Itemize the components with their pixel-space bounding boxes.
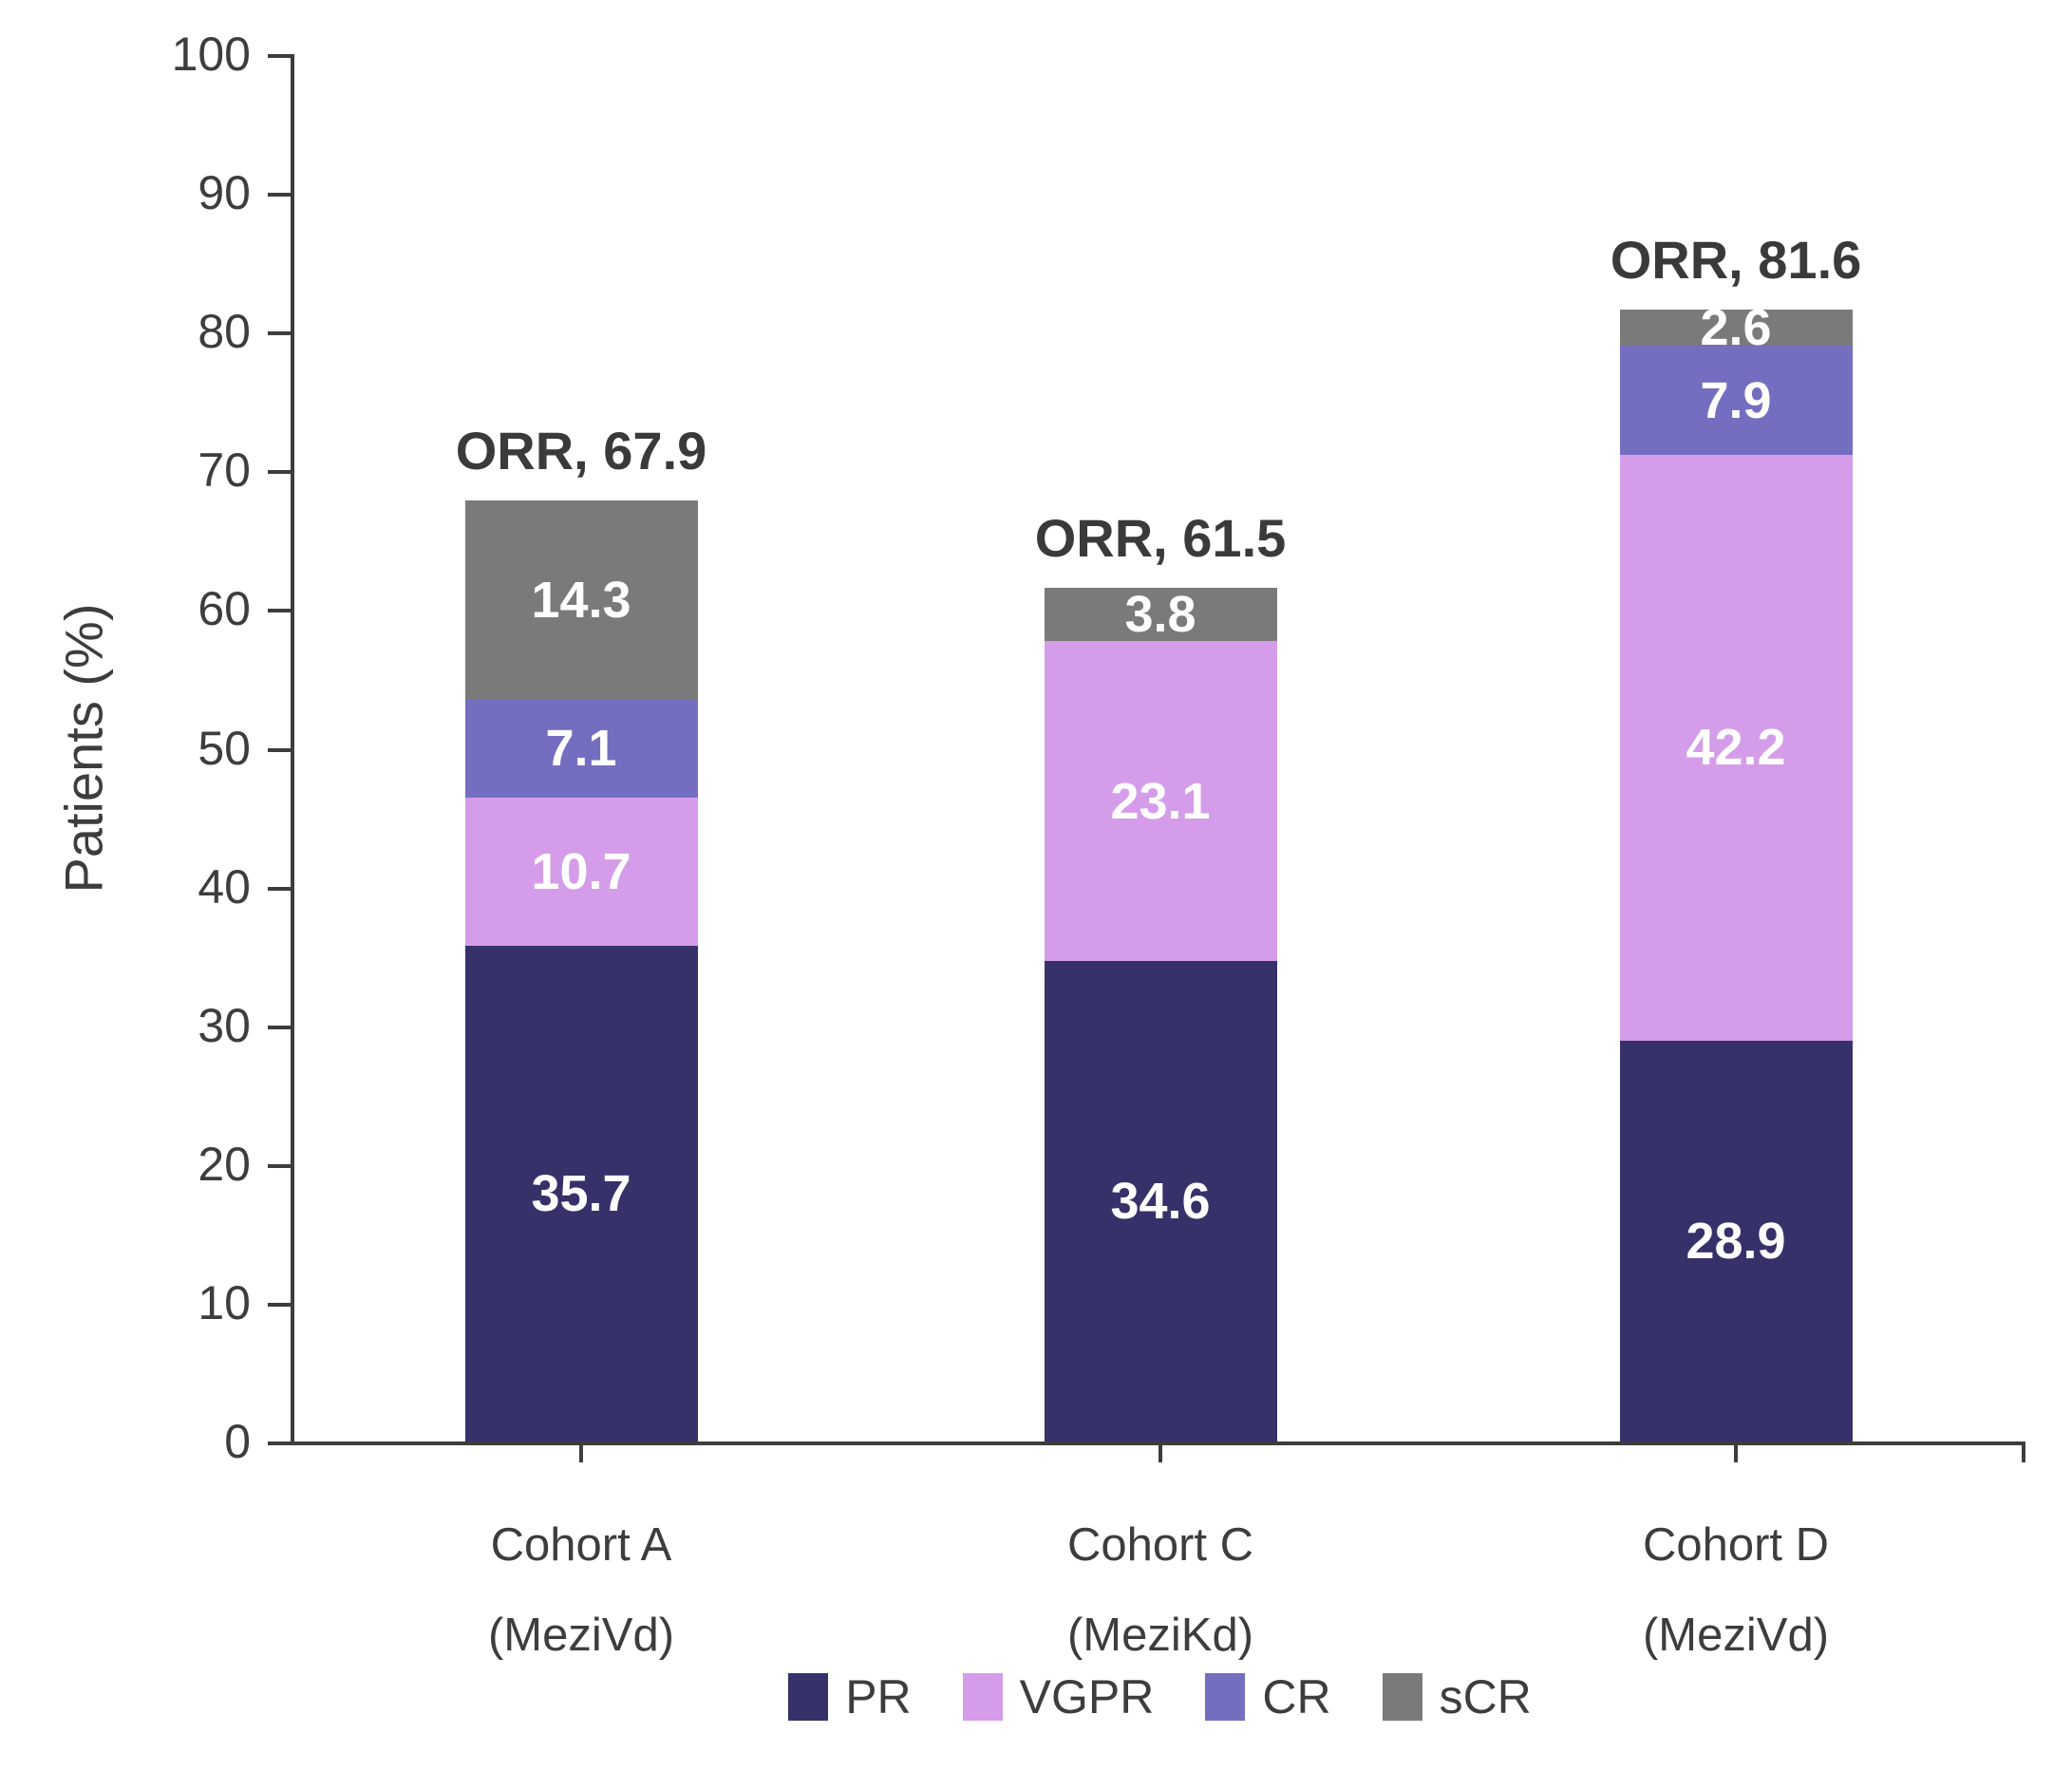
legend-item-pr: PR [788, 1670, 912, 1724]
bar-segment-cr: 7.1 [464, 699, 698, 799]
y-tick [268, 193, 291, 198]
category-sublabel: (MeziVd) [487, 1610, 675, 1661]
x-axis-line [291, 1441, 2025, 1445]
y-tick-label: 100 [171, 28, 251, 81]
x-tick [579, 1445, 583, 1462]
legend-item-cr: CR [1205, 1670, 1331, 1724]
category-name: Cohort C [1066, 1519, 1254, 1571]
legend-label: CR [1262, 1670, 1331, 1724]
category-sublabel: (MeziVd) [1642, 1610, 1830, 1661]
y-tick-label: 40 [198, 859, 251, 914]
orr-label: ORR, 81.6 [1610, 229, 1862, 290]
legend-label: sCR [1439, 1670, 1532, 1724]
category-sublabel: (MeziKd) [1066, 1610, 1254, 1661]
y-tick [268, 886, 291, 891]
legend-item-vgpr: VGPR [962, 1670, 1155, 1724]
y-tick-label: 70 [198, 443, 251, 498]
y-tick [268, 331, 291, 336]
bar-segment-vgpr: 10.7 [464, 798, 698, 947]
bar-segment-pr: 34.6 [1044, 961, 1277, 1441]
legend: PR VGPR CR sCR [294, 1664, 2025, 1730]
category-label: Cohort C (MeziKd) [866, 1500, 1455, 1681]
category-label: Cohort A (MeziVd) [287, 1500, 876, 1681]
x-tick [1158, 1445, 1162, 1462]
y-tick-label: 0 [224, 1415, 251, 1468]
legend-label: VGPR [1019, 1670, 1155, 1724]
y-tick [268, 54, 291, 58]
y-tick-label: 90 [198, 166, 251, 220]
segment-value-label: 34.6 [1110, 1173, 1211, 1231]
y-tick [268, 1302, 291, 1307]
legend-swatch-icon [962, 1673, 1003, 1721]
legend-swatch-icon [788, 1673, 829, 1721]
legend-swatch-icon [1205, 1673, 1246, 1721]
legend-swatch-icon [1382, 1673, 1422, 1721]
segment-value-label: 35.7 [531, 1165, 631, 1223]
bar-segment-scr: 14.3 [464, 500, 698, 700]
y-tick-label: 20 [198, 1137, 251, 1191]
orr-label: ORR, 61.5 [1034, 508, 1287, 569]
category-name: Cohort A [490, 1519, 672, 1571]
y-tick-label: 30 [198, 998, 251, 1052]
segment-value-label: 2.6 [1700, 298, 1772, 356]
bar-segment-pr: 35.7 [464, 946, 698, 1441]
bar-segment-cr: 7.9 [1619, 345, 1853, 456]
segment-value-label: 14.3 [531, 571, 631, 629]
legend-item-scr: sCR [1382, 1670, 1532, 1724]
bar-segment-scr: 3.8 [1044, 586, 1277, 644]
orr-label: ORR, 67.9 [455, 421, 707, 481]
y-tick-label: 50 [198, 721, 251, 775]
y-tick-label: 10 [198, 1275, 251, 1329]
bar-segment-vgpr: 23.1 [1044, 641, 1277, 962]
x-tick [2022, 1445, 2025, 1462]
y-tick [268, 1025, 291, 1029]
category-name: Cohort D [1642, 1519, 1830, 1571]
segment-value-label: 23.1 [1110, 772, 1211, 830]
y-tick [268, 609, 291, 613]
y-tick [268, 747, 291, 752]
bar-segment-pr: 28.9 [1619, 1040, 1853, 1441]
segment-value-label: 42.2 [1686, 719, 1786, 777]
bar-segment-scr: 2.6 [1619, 302, 1853, 353]
y-axis-line [291, 54, 294, 1445]
y-tick-label: 60 [198, 582, 251, 636]
segment-value-label: 10.7 [531, 843, 631, 901]
category-label: Cohort D (MeziVd) [1441, 1500, 2030, 1681]
y-tick [268, 1163, 291, 1168]
segment-value-label: 7.9 [1700, 371, 1772, 429]
y-tick-label: 80 [198, 305, 251, 359]
segment-value-label: 3.8 [1124, 586, 1196, 644]
x-tick [1734, 1445, 1738, 1462]
segment-value-label: 28.9 [1686, 1212, 1786, 1270]
legend-label: PR [845, 1670, 912, 1724]
segment-value-label: 7.1 [545, 720, 617, 778]
y-tick [268, 470, 291, 475]
y-tick [268, 1441, 291, 1445]
bar-segment-vgpr: 42.2 [1619, 455, 1853, 1041]
